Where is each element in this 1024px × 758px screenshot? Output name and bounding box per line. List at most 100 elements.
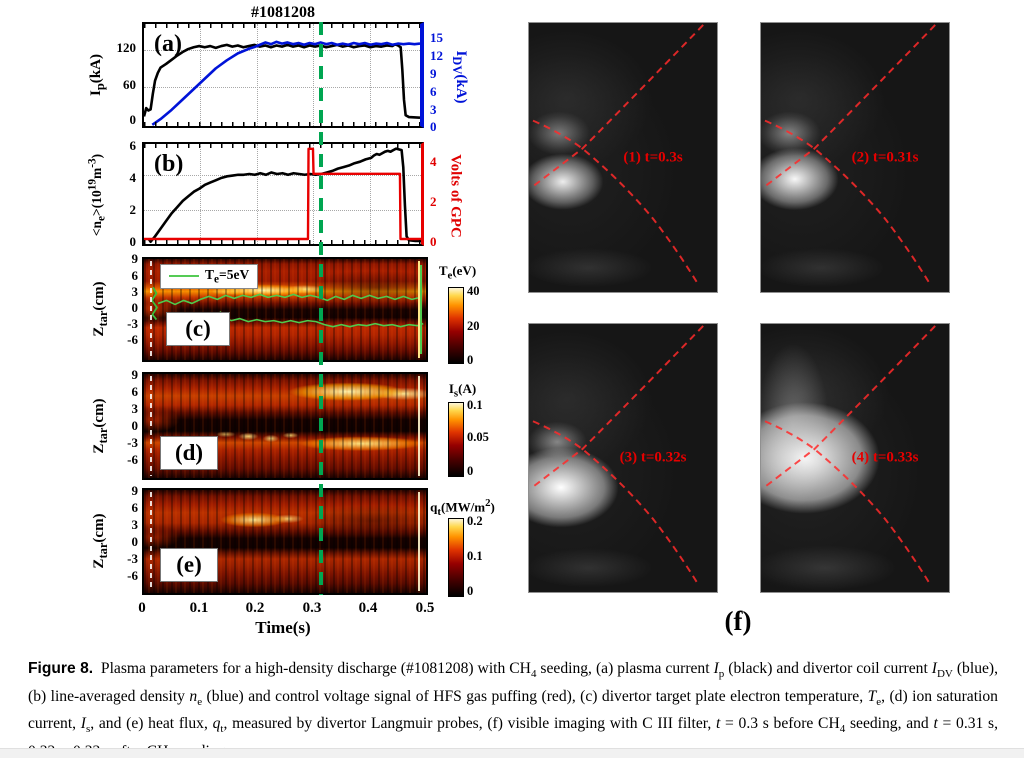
panel-a-ylabel-left: Ip(kA): [88, 54, 107, 96]
y-tick-label: 3: [430, 102, 437, 117]
colorbar-e: [448, 518, 464, 597]
end-time-line: [418, 492, 420, 591]
te-contour-legend: Te=5eV: [160, 264, 259, 289]
panel-b-density-plot: (b): [142, 142, 424, 246]
y-tick-label: 6: [430, 84, 437, 99]
panel-a-plasma-current-plot: (a): [142, 22, 424, 128]
panel-d-isat-heatmap: (d): [142, 372, 428, 480]
gridline: [313, 144, 314, 244]
panel-d-ylabel: Ztar(cm): [91, 398, 110, 454]
panel-b-label: (b): [154, 151, 184, 177]
gridline: [200, 24, 201, 126]
shot-number-title: #1081208: [251, 4, 315, 21]
panel-a-ylabel-right: IDV(kA): [450, 50, 469, 104]
y-tick-label: 4: [129, 170, 137, 185]
y-tick-label: 0: [131, 534, 139, 549]
gridline: [200, 144, 201, 244]
start-time-dashed-line: [150, 376, 152, 476]
panel-e-heatflux-heatmap: (e): [142, 488, 428, 595]
camera-frame-3: (3) t=0.32s: [528, 323, 718, 593]
x-tick-label: 0.3: [302, 600, 322, 616]
gridline: [313, 24, 314, 126]
colorbar-c-label: Te(eV): [438, 263, 477, 282]
camera-frame-2: (2) t=0.31s: [760, 22, 950, 293]
x-tick-label: 0.2: [245, 600, 265, 616]
colorbar-d: [448, 402, 464, 477]
y-tick-label: 3: [131, 284, 139, 299]
x-tick-label: 0: [138, 600, 146, 616]
gridline: [144, 175, 421, 176]
y-tick-label: -3: [127, 316, 138, 331]
y-tick-label: -3: [127, 551, 138, 566]
y-tick-label: 0: [129, 112, 137, 127]
gridline: [257, 24, 258, 126]
colorbar-tick: 0.2: [467, 514, 483, 528]
frame-time-label: (4) t=0.33s: [851, 449, 919, 466]
colorbar-d-label: Is(A): [448, 381, 477, 400]
y-tick-label: 2: [129, 202, 137, 217]
panel-e-label: (e): [160, 548, 218, 582]
x-tick-label: 0.1: [189, 600, 209, 616]
panel-a-label: (a): [154, 31, 182, 57]
start-time-dashed-line: [150, 492, 152, 591]
y-tick-label: 6: [131, 384, 139, 399]
colorbar-tick: 40: [467, 284, 480, 298]
y-tick-label: -6: [127, 568, 138, 583]
end-time-line: [418, 376, 420, 476]
frame-time-label: (3) t=0.32s: [619, 449, 687, 466]
y-tick-label: 120: [116, 40, 137, 55]
panel-d-label: (d): [160, 436, 218, 470]
time-axis-label: Time(s): [255, 618, 311, 637]
y-tick-label: 2: [430, 194, 437, 209]
y-tick-label: 60: [123, 77, 136, 92]
end-time-line: [418, 261, 420, 358]
y-tick-label: 3: [131, 517, 139, 532]
y-tick-label: 6: [129, 138, 137, 153]
colorbar-e-label: qt(MW/m2): [430, 497, 495, 518]
y-tick-label: 0: [131, 300, 139, 315]
camera-frame-1: (1) t=0.3s: [528, 22, 718, 293]
y-tick-label: 0: [131, 418, 139, 433]
panel-f-label: (f): [724, 606, 752, 636]
panel-e-ylabel: Ztar(cm): [91, 513, 110, 569]
start-time-dashed-line: [150, 261, 152, 358]
y-tick-label: 0: [430, 234, 437, 249]
camera-frame-4: (4) t=0.33s: [760, 323, 950, 593]
colorbar-tick: 0: [467, 464, 474, 478]
figure-caption: Figure 8. Plasma parameters for a high-d…: [28, 660, 999, 758]
y-tick-label: -6: [127, 452, 138, 467]
gridline: [144, 87, 420, 88]
colorbar-tick: 20: [467, 319, 480, 333]
colorbar-c: [448, 287, 464, 364]
separatrix-overlay: [764, 325, 936, 587]
gridline: [144, 50, 420, 51]
frame-time-label: (1) t=0.3s: [623, 149, 683, 165]
gridline: [144, 210, 421, 211]
legend-text: Te=5eV: [205, 267, 250, 286]
gridline: [257, 144, 258, 244]
colorbar-tick: 0.1: [467, 549, 483, 563]
ch4-seeding-time-marker: [319, 22, 323, 595]
separatrix-overlay: [532, 325, 704, 587]
x-tick-label: 0.5: [415, 600, 435, 616]
y-tick-label: 9: [131, 251, 139, 266]
y-tick-label: -6: [127, 332, 138, 347]
legend-line-swatch: [169, 275, 199, 278]
panel-b-curves: [144, 144, 421, 244]
y-tick-label: 9: [131, 367, 139, 382]
x-tick-label: 0.4: [358, 600, 378, 616]
panel-b-ylabel-left: <ne>(1019m-3): [86, 153, 108, 237]
colorbar-tick: 0.1: [467, 398, 483, 412]
gridline: [370, 24, 371, 126]
y-tick-label: 12: [430, 48, 443, 63]
y-tick-label: 15: [430, 30, 443, 45]
y-tick-label: 9: [131, 483, 139, 498]
y-tick-label: 9: [430, 66, 437, 81]
panel-c-ylabel: Ztar(cm): [91, 281, 110, 337]
separatrix-overlay: [764, 24, 936, 287]
separatrix-overlay: [532, 24, 704, 287]
colorbar-tick: 0: [467, 353, 474, 367]
y-tick-label: 6: [131, 500, 139, 515]
colorbar-tick: 0: [467, 584, 474, 598]
